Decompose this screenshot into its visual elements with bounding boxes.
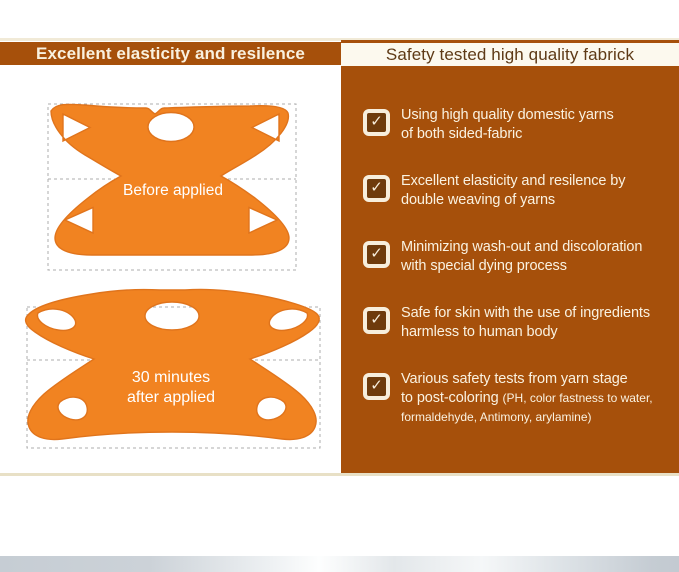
feature-text: Minimizing wash-out and discoloration wi… [401,239,643,274]
mask-before-after-illustration: Before applied 30 minutes after applied [24,103,321,449]
checked-checkbox-icon: ✓ [363,109,390,136]
safety-header: Safety tested high quality fabrick [341,43,679,66]
mask-after-label-line2: after applied [127,389,215,406]
frame-bottom-border [0,473,679,476]
mask-before-shape [50,103,290,256]
check-mark-icon: ✓ [370,179,383,196]
mask-after-shape [24,288,320,441]
feature-item-safety-tests: ✓ Various safety tests from yarn stage t… [363,370,673,427]
check-mark-icon: ✓ [370,377,383,394]
feature-text: Using high quality domestic yarns of bot… [401,107,614,142]
check-mark-icon: ✓ [370,311,383,328]
mask-after-label-line1: 30 minutes [132,369,210,386]
feature-item-washout: ✓ Minimizing wash-out and discoloration … [363,239,673,276]
dashed-guide-box-before [47,103,297,271]
checked-checkbox-icon: ✓ [363,241,390,268]
elasticity-panel: Excellent elasticity and resilence [0,42,341,473]
checked-checkbox-icon: ✓ [363,175,390,202]
safety-panel: Safety tested high quality fabrick ✓ Usi… [341,40,679,473]
elasticity-header: Excellent elasticity and resilence [0,42,341,65]
feature-item-safe-skin: ✓ Safe for skin with the use of ingredie… [363,305,673,342]
check-mark-icon: ✓ [370,245,383,262]
frame-top-border [0,38,679,41]
elasticity-header-title: Excellent elasticity and resilence [36,44,305,63]
feature-item-elasticity: ✓ Excellent elasticity and resilence by … [363,173,673,210]
feature-item-yarns: ✓ Using high quality domestic yarns of b… [363,107,673,144]
bottom-gradient-bar [0,556,679,572]
feature-list: ✓ Using high quality domestic yarns of b… [341,66,679,427]
checked-checkbox-icon: ✓ [363,373,390,400]
feature-note: (PH, color fastness to water, [502,391,653,405]
mask-before-label: Before applied [123,182,223,199]
feature-note: formaldehyde, Antimony, arylamine) [401,410,592,424]
feature-text: Excellent elasticity and resilence by do… [401,173,626,208]
mask-illustration-area: Before applied 30 minutes after applied [0,65,341,473]
checked-checkbox-icon: ✓ [363,307,390,334]
feature-text: Various safety tests from yarn stage to … [401,370,653,427]
check-mark-icon: ✓ [370,113,383,130]
feature-text: Safe for skin with the use of ingredient… [401,305,650,340]
safety-header-title: Safety tested high quality fabrick [385,45,635,64]
